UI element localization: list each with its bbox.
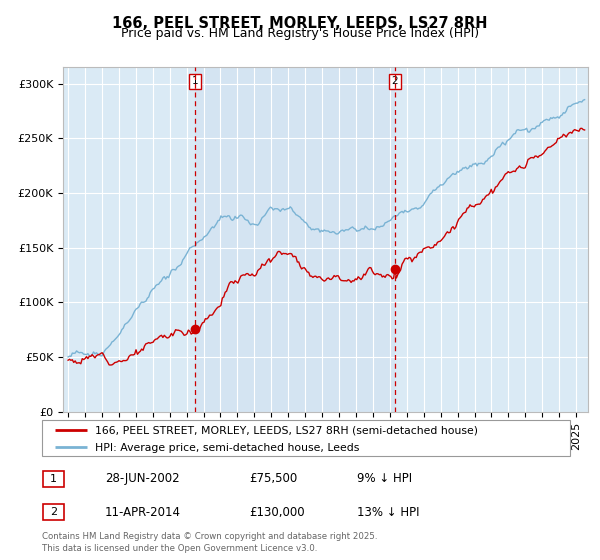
Text: 2: 2 [50,507,57,517]
Text: 166, PEEL STREET, MORLEY, LEEDS, LS27 8RH (semi-detached house): 166, PEEL STREET, MORLEY, LEEDS, LS27 8R… [95,426,478,436]
Text: £130,000: £130,000 [249,506,305,519]
Bar [195,67,395,412]
Text: 11-APR-2014: 11-APR-2014 [105,506,181,519]
Text: Price paid vs. HM Land Registry's House Price Index (HPI): Price paid vs. HM Land Registry's House … [121,27,479,40]
Text: HPI: Average price, semi-detached house, Leeds: HPI: Average price, semi-detached house,… [95,442,359,452]
Text: 28-JUN-2002: 28-JUN-2002 [105,472,179,486]
Text: 1: 1 [50,474,57,484]
Text: 166, PEEL STREET, MORLEY, LEEDS, LS27 8RH: 166, PEEL STREET, MORLEY, LEEDS, LS27 8R… [112,16,488,31]
Text: 2: 2 [391,76,398,86]
Text: 9% ↓ HPI: 9% ↓ HPI [357,472,412,486]
Text: £75,500: £75,500 [249,472,297,486]
Text: 1: 1 [191,76,198,86]
FancyBboxPatch shape [43,471,64,487]
FancyBboxPatch shape [43,505,64,520]
Text: 13% ↓ HPI: 13% ↓ HPI [357,506,419,519]
FancyBboxPatch shape [42,420,570,456]
Text: Contains HM Land Registry data © Crown copyright and database right 2025.
This d: Contains HM Land Registry data © Crown c… [42,533,377,553]
